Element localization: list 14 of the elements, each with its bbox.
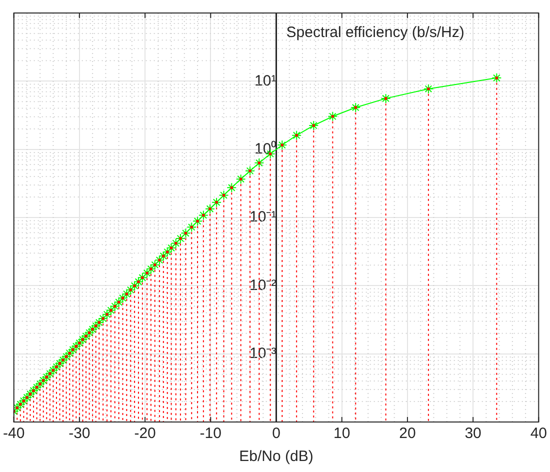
x-tick-label: 30 [464,425,482,442]
x-tick-label: 20 [399,425,416,442]
y-tick-label: 10¹ [254,72,276,90]
x-tick-label: -10 [200,425,222,442]
x-tick-label: -20 [134,425,156,442]
y-tick-label: 10⁻¹ [250,208,276,226]
x-tick-label: -40 [2,425,25,442]
x-tick-label: -30 [68,425,90,442]
y-axis-title: Spectral efficiency (b/s/Hz) [286,24,464,42]
y-tick-label: 10⁻² [250,276,276,294]
x-tick-label: 40 [530,425,547,442]
x-tick-label: 0 [272,425,280,442]
x-tick-label: 10 [334,425,350,442]
x-axis-title: Eb/No (dB) [239,448,314,466]
